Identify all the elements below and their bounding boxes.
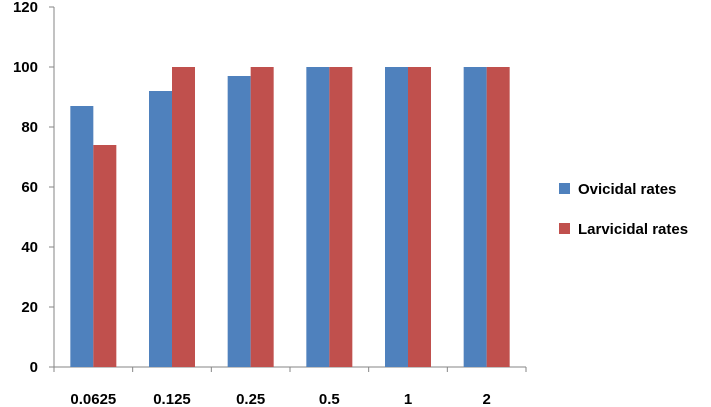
y-axis: 0 20 40 60 80 100 120 (13, 0, 55, 376)
bar-larvicidal-4 (408, 67, 431, 367)
x-tick-label: 1 (404, 391, 412, 407)
bar-ovicidal-1 (149, 91, 172, 367)
bar-larvicidal-3 (329, 67, 353, 367)
legend-item-larvicidal: Larvicidal rates (559, 221, 688, 238)
y-tick-label: 20 (21, 299, 38, 316)
bar-ovicidal-2 (227, 76, 251, 367)
y-tick-label: 0 (30, 359, 38, 376)
legend-swatch-ovicidal (559, 183, 570, 194)
bar-ovicidal-0 (70, 106, 94, 367)
legend-item-ovicidal: Ovicidal rates (559, 181, 676, 198)
y-tick-label: 120 (13, 0, 38, 16)
bar-larvicidal-5 (486, 67, 510, 367)
y-tick-label: 60 (21, 179, 38, 196)
legend-swatch-larvicidal (559, 223, 570, 234)
bar-ovicidal-3 (306, 67, 330, 367)
bar-larvicidal-1 (172, 67, 195, 367)
x-tick-label: 0.0625 (70, 391, 116, 407)
x-tick-label: 0.125 (153, 391, 191, 407)
legend-label-larvicidal: Larvicidal rates (578, 221, 688, 238)
bar-ovicidal-5 (463, 67, 487, 367)
bar-larvicidal-0 (93, 145, 117, 367)
legend-label-ovicidal: Ovicidal rates (578, 181, 676, 198)
bar-ovicidal-4 (385, 67, 408, 367)
bars (70, 67, 510, 367)
y-tick-label: 40 (21, 239, 38, 256)
x-tick-label: 0.5 (319, 391, 340, 407)
y-tick-label: 80 (21, 119, 38, 136)
bar-larvicidal-2 (250, 67, 274, 367)
legend: Ovicidal rates Larvicidal rates (559, 181, 688, 238)
x-tick-label: 2 (482, 391, 490, 407)
y-tick-label: 100 (13, 59, 38, 76)
x-tick-label: 0.25 (236, 391, 265, 407)
x-axis: 0.0625 0.125 0.25 0.5 1 2 (53, 366, 527, 407)
